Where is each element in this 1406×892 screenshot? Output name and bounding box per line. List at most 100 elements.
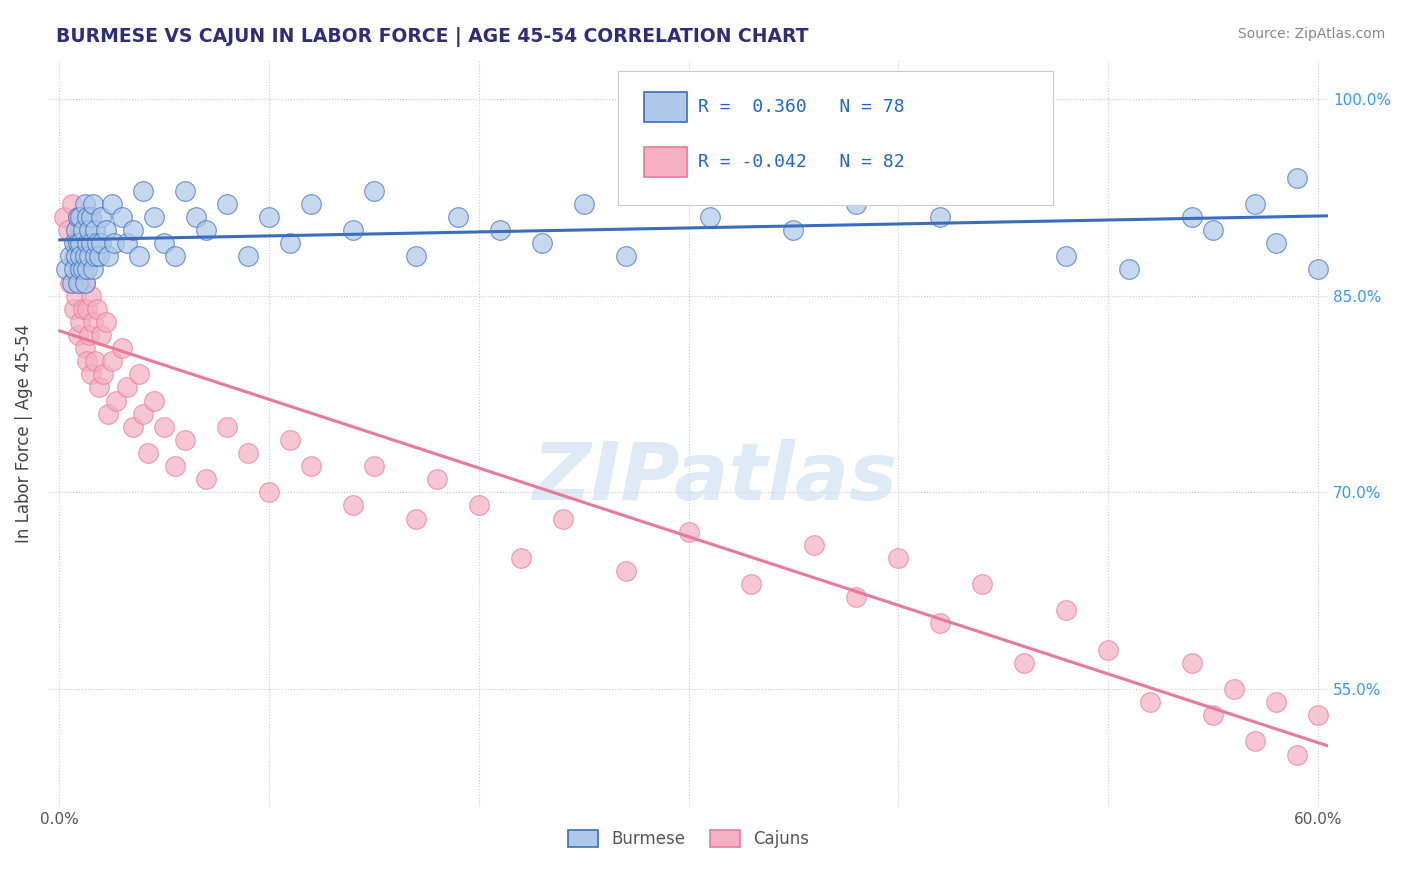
Point bbox=[614, 564, 637, 578]
Point bbox=[63, 301, 86, 316]
Point bbox=[89, 249, 111, 263]
Point bbox=[72, 249, 94, 263]
Point bbox=[217, 419, 239, 434]
Point bbox=[699, 210, 721, 224]
FancyBboxPatch shape bbox=[644, 93, 688, 122]
Point bbox=[76, 236, 98, 251]
Point bbox=[73, 341, 96, 355]
Point bbox=[82, 262, 104, 277]
Point bbox=[845, 591, 868, 605]
Point bbox=[121, 223, 143, 237]
Point bbox=[299, 197, 322, 211]
Point bbox=[426, 472, 449, 486]
Point bbox=[163, 249, 186, 263]
Point bbox=[73, 197, 96, 211]
Point bbox=[69, 276, 91, 290]
FancyBboxPatch shape bbox=[619, 70, 1053, 205]
Point bbox=[1306, 708, 1329, 723]
Point bbox=[238, 446, 260, 460]
Point bbox=[97, 407, 120, 421]
Point bbox=[740, 577, 762, 591]
Point bbox=[929, 210, 952, 224]
Point bbox=[77, 328, 100, 343]
Point bbox=[238, 249, 260, 263]
Point bbox=[73, 249, 96, 263]
Point bbox=[90, 328, 112, 343]
Point bbox=[59, 276, 82, 290]
Point bbox=[1243, 734, 1265, 748]
Point bbox=[530, 236, 553, 251]
Point bbox=[488, 223, 510, 237]
Point bbox=[56, 223, 79, 237]
Point bbox=[73, 276, 96, 290]
Point bbox=[128, 249, 150, 263]
Point bbox=[55, 262, 77, 277]
Point bbox=[257, 485, 280, 500]
Point bbox=[94, 223, 117, 237]
Point bbox=[972, 577, 994, 591]
Point bbox=[1369, 761, 1392, 775]
Point bbox=[342, 223, 364, 237]
Point bbox=[1202, 708, 1225, 723]
Point bbox=[72, 223, 94, 237]
Point bbox=[1054, 603, 1077, 617]
Point bbox=[153, 419, 176, 434]
Point bbox=[163, 459, 186, 474]
Point bbox=[67, 210, 90, 224]
Point bbox=[1243, 197, 1265, 211]
Point bbox=[97, 249, 120, 263]
Point bbox=[195, 472, 218, 486]
Point bbox=[76, 301, 98, 316]
Point bbox=[80, 368, 103, 382]
Point bbox=[67, 328, 90, 343]
Point bbox=[1012, 656, 1035, 670]
Point bbox=[80, 210, 103, 224]
Point bbox=[111, 341, 134, 355]
Point bbox=[76, 354, 98, 368]
Point bbox=[1202, 223, 1225, 237]
Point bbox=[1348, 184, 1371, 198]
Point bbox=[103, 236, 125, 251]
Point bbox=[278, 433, 301, 447]
Point bbox=[65, 223, 87, 237]
Text: Source: ZipAtlas.com: Source: ZipAtlas.com bbox=[1237, 27, 1385, 41]
Point bbox=[101, 197, 124, 211]
Point bbox=[63, 249, 86, 263]
Point bbox=[82, 315, 104, 329]
Point bbox=[84, 249, 107, 263]
Point bbox=[299, 459, 322, 474]
Point bbox=[69, 262, 91, 277]
Point bbox=[72, 301, 94, 316]
Point bbox=[69, 315, 91, 329]
Point bbox=[1285, 747, 1308, 762]
Text: BURMESE VS CAJUN IN LABOR FORCE | AGE 45-54 CORRELATION CHART: BURMESE VS CAJUN IN LABOR FORCE | AGE 45… bbox=[56, 27, 808, 46]
Point bbox=[845, 197, 868, 211]
Point bbox=[77, 249, 100, 263]
Point bbox=[63, 236, 86, 251]
Point bbox=[132, 184, 155, 198]
Point bbox=[174, 433, 197, 447]
Point bbox=[142, 210, 165, 224]
Point bbox=[1391, 734, 1406, 748]
Point bbox=[89, 380, 111, 394]
Point bbox=[1181, 210, 1204, 224]
Point bbox=[174, 184, 197, 198]
Point bbox=[94, 315, 117, 329]
Point bbox=[69, 223, 91, 237]
Point bbox=[86, 236, 108, 251]
Point bbox=[1327, 210, 1350, 224]
Point bbox=[52, 210, 75, 224]
Point bbox=[69, 210, 91, 224]
Point bbox=[447, 210, 470, 224]
Point bbox=[142, 393, 165, 408]
Point bbox=[111, 210, 134, 224]
Point bbox=[929, 616, 952, 631]
Point bbox=[60, 197, 83, 211]
Point bbox=[257, 210, 280, 224]
Point bbox=[65, 249, 87, 263]
Point bbox=[991, 184, 1014, 198]
Point bbox=[363, 184, 385, 198]
Point bbox=[405, 249, 427, 263]
Point bbox=[90, 210, 112, 224]
Point bbox=[184, 210, 207, 224]
